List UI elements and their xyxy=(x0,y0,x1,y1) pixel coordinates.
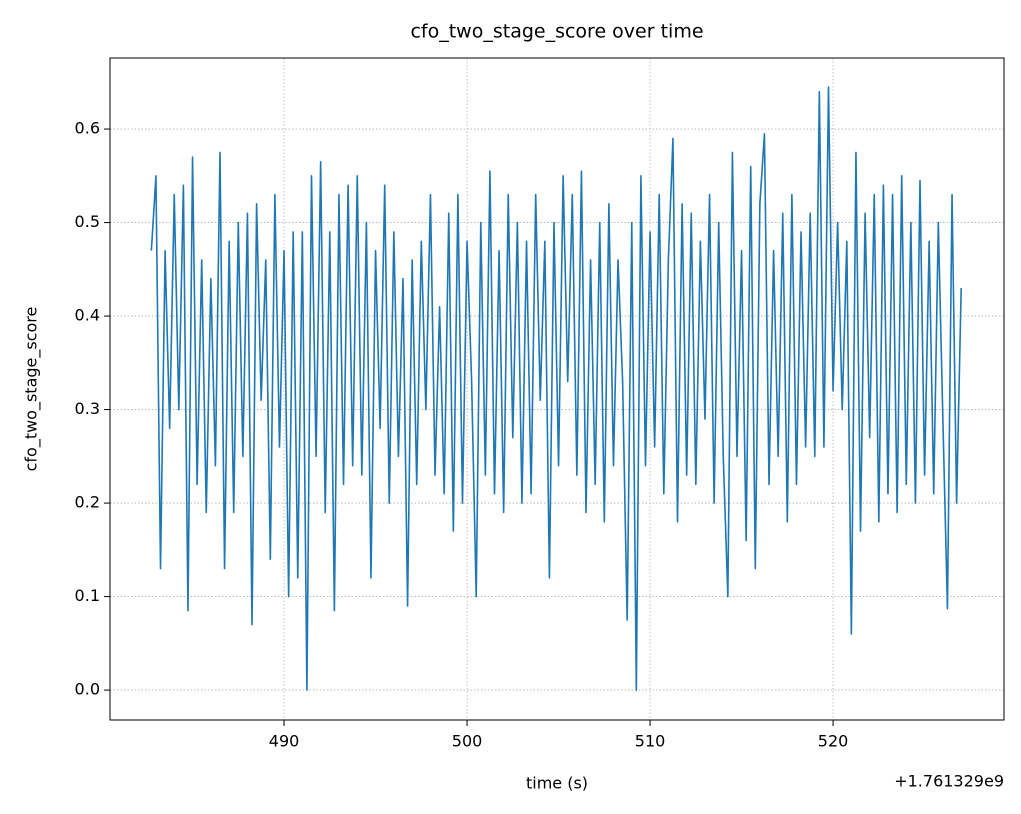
x-offset-label: +1.761329e9 xyxy=(894,772,1004,791)
chart-title: cfo_two_stage_score over time xyxy=(410,21,703,43)
x-tick-label: 520 xyxy=(818,732,849,751)
x-axis-label: time (s) xyxy=(526,774,588,793)
y-tick-label: 0.2 xyxy=(75,493,100,512)
data-line xyxy=(150,86,962,691)
y-tick-label: 0.3 xyxy=(75,399,100,418)
y-tick-label: 0.6 xyxy=(75,119,100,138)
y-tick-label: 0.1 xyxy=(75,586,100,605)
y-tick-label: 0.0 xyxy=(75,680,100,699)
y-axis-label: cfo_two_stage_score xyxy=(22,307,42,472)
x-tick-label: 490 xyxy=(269,732,300,751)
plot-frame xyxy=(109,57,1005,721)
y-tick-label: 0.5 xyxy=(75,212,100,231)
y-tick-label: 0.4 xyxy=(75,306,100,325)
x-tick-label: 500 xyxy=(452,732,483,751)
x-tick-label: 510 xyxy=(635,732,666,751)
